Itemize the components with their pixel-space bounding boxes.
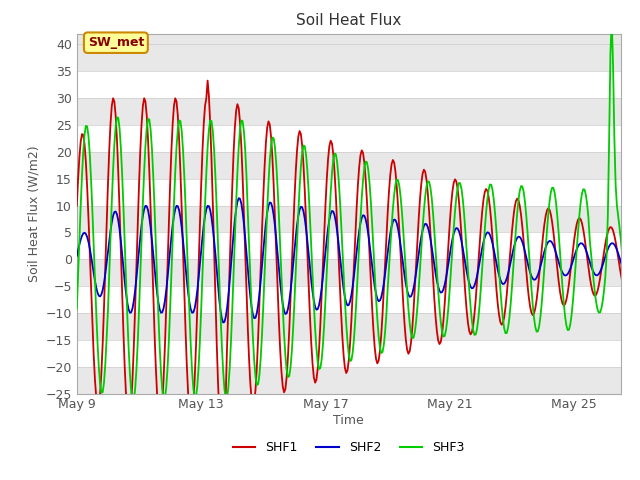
Y-axis label: Soil Heat Flux (W/m2): Soil Heat Flux (W/m2) (27, 145, 40, 282)
Bar (77, 232, 621, 259)
X-axis label: Time: Time (333, 414, 364, 427)
Bar (77, 205, 621, 232)
Bar (77, 313, 621, 340)
Bar (77, 71, 621, 98)
Bar (77, 44, 621, 71)
Bar (77, 259, 621, 286)
Bar (77, 152, 621, 179)
Bar (77, 286, 621, 313)
Bar (77, 98, 621, 125)
Bar (77, 125, 621, 152)
Bar (77, 367, 621, 394)
Legend: SHF1, SHF2, SHF3: SHF1, SHF2, SHF3 (228, 436, 470, 459)
Text: SW_met: SW_met (88, 36, 144, 49)
Title: Soil Heat Flux: Soil Heat Flux (296, 13, 401, 28)
Bar (77, 179, 621, 205)
Bar (77, 340, 621, 367)
